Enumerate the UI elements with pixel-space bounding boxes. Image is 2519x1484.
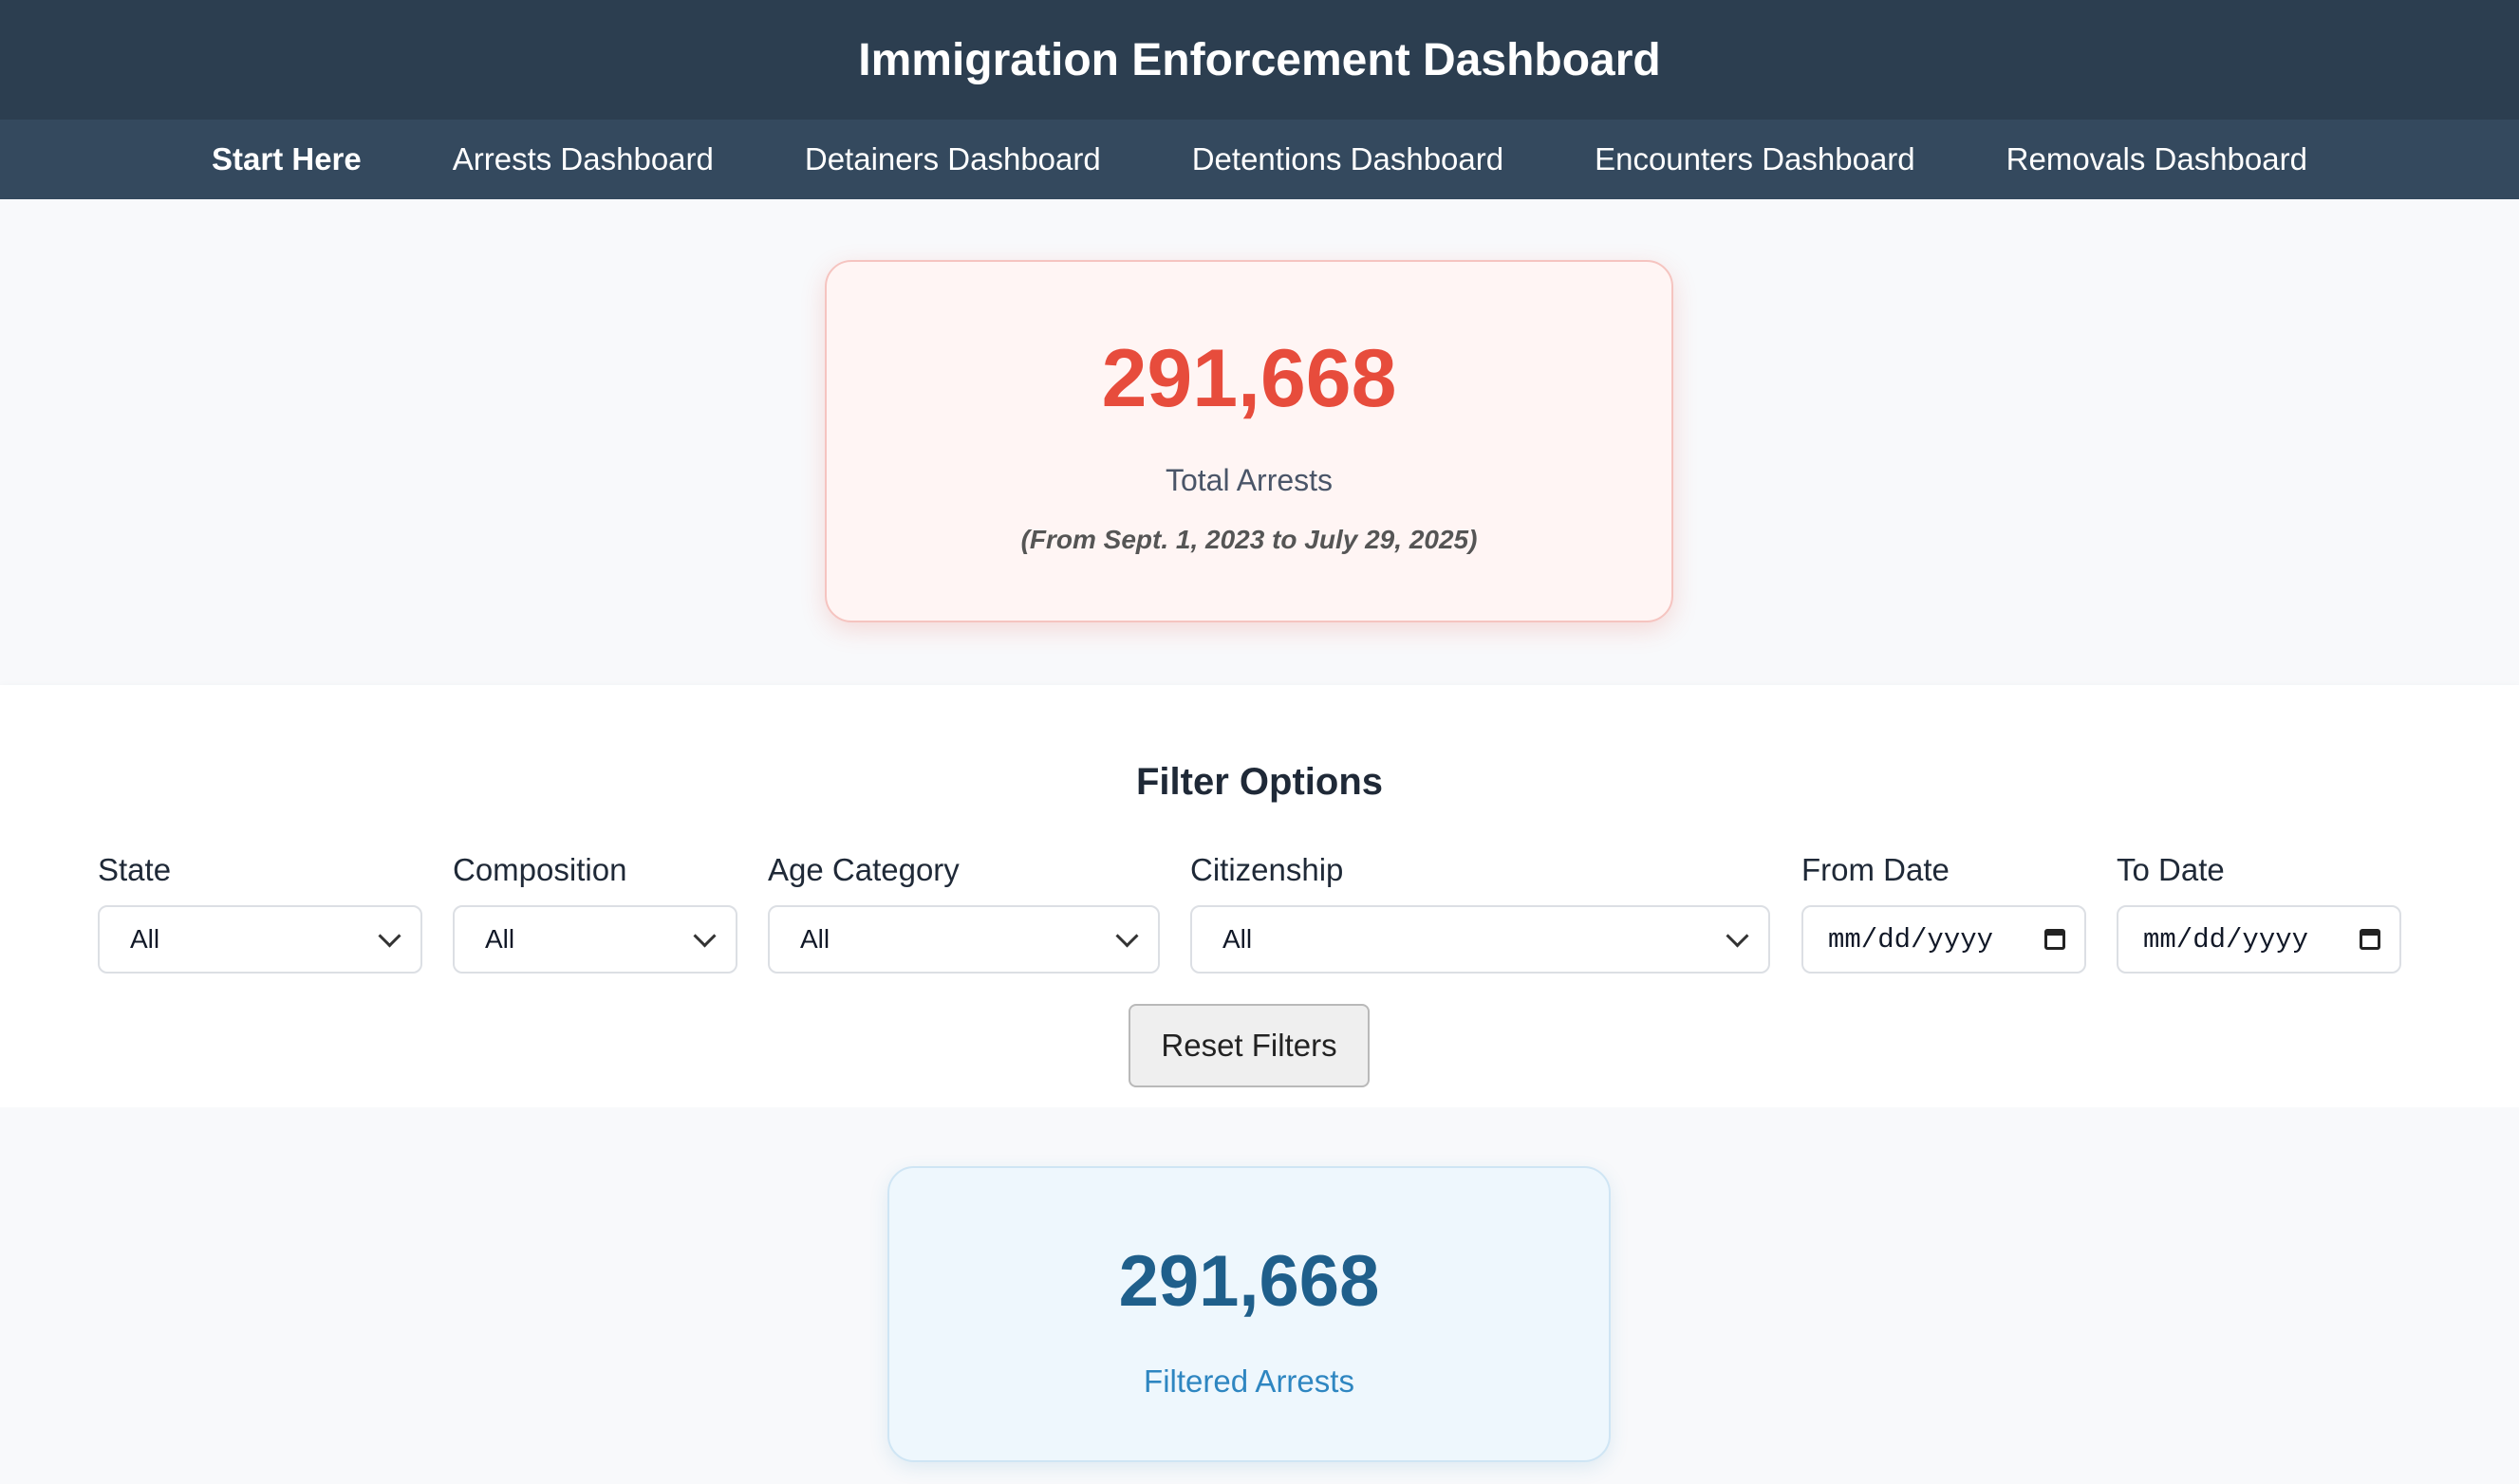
app-header: Immigration Enforcement Dashboard: [0, 0, 2519, 120]
date-range-note: (From Sept. 1, 2023 to July 29, 2025): [1020, 525, 1478, 554]
page-title: Immigration Enforcement Dashboard: [858, 34, 1661, 85]
from-date-placeholder: mm/dd/yyyy: [1828, 923, 1994, 955]
nav-item-arrests-dashboard[interactable]: Arrests Dashboard: [452, 141, 714, 176]
chevron-down-icon: [1115, 923, 1139, 948]
total-arrests-label: Total Arrests: [1165, 463, 1334, 497]
nav-item-detentions-dashboard[interactable]: Detentions Dashboard: [1191, 141, 1504, 176]
composition-select-value: All: [485, 924, 515, 954]
state-filter: State All: [98, 852, 422, 974]
nav-item-removals-dashboard[interactable]: Removals Dashboard: [2006, 141, 2307, 176]
reset-filters-button[interactable]: Reset Filters: [1129, 1004, 1370, 1087]
calendar-icon[interactable]: [2044, 929, 2065, 950]
citizenship-select-value: All: [1222, 924, 1253, 954]
to-date-input[interactable]: mm/dd/yyyy: [2117, 905, 2401, 974]
calendar-icon[interactable]: [2360, 929, 2380, 950]
total-arrests-card: 291,668 Total Arrests (From Sept. 1, 202…: [825, 260, 1673, 622]
filter-panel: Filter Options State All Composition All…: [0, 685, 2519, 1107]
to-date-filter: To Date mm/dd/yyyy: [2117, 852, 2401, 974]
from-date-filter: From Date mm/dd/yyyy: [1801, 852, 2086, 974]
age-category-select-value: All: [800, 924, 830, 954]
composition-select[interactable]: All: [453, 905, 737, 974]
filtered-arrests-value: 291,668: [1118, 1241, 1380, 1322]
filter-title: Filter Options: [1136, 761, 1383, 803]
chevron-down-icon: [378, 923, 401, 948]
citizenship-label: Citizenship: [1190, 852, 1344, 887]
filtered-arrests-label: Filtered Arrests: [1144, 1363, 1354, 1399]
age-category-label: Age Category: [768, 852, 960, 887]
from-date-input[interactable]: mm/dd/yyyy: [1801, 905, 2086, 974]
nav-item-detainers-dashboard[interactable]: Detainers Dashboard: [804, 141, 1101, 176]
filtered-section: 291,668 Filtered Arrests: [0, 1107, 2519, 1484]
composition-label: Composition: [453, 852, 627, 887]
from-date-label: From Date: [1801, 852, 1950, 887]
age-category-filter: Age Category All: [768, 852, 1160, 974]
to-date-label: To Date: [2117, 852, 2225, 887]
chevron-down-icon: [1726, 923, 1749, 948]
age-category-select[interactable]: All: [768, 905, 1160, 974]
main-nav: Start Here Arrests Dashboard Detainers D…: [0, 120, 2519, 199]
nav-item-encounters-dashboard[interactable]: Encounters Dashboard: [1595, 141, 1915, 176]
nav-item-start-here[interactable]: Start Here: [212, 141, 362, 176]
citizenship-filter: Citizenship All: [1190, 852, 1770, 974]
state-label: State: [98, 852, 172, 887]
citizenship-select[interactable]: All: [1190, 905, 1770, 974]
summary-section: 291,668 Total Arrests (From Sept. 1, 202…: [0, 199, 2519, 685]
state-select-value: All: [130, 924, 160, 954]
filtered-arrests-card: 291,668 Filtered Arrests: [887, 1166, 1611, 1462]
total-arrests-value: 291,668: [1101, 333, 1397, 424]
state-select[interactable]: All: [98, 905, 422, 974]
composition-filter: Composition All: [453, 852, 737, 974]
to-date-placeholder: mm/dd/yyyy: [2143, 923, 2309, 955]
chevron-down-icon: [693, 923, 717, 948]
